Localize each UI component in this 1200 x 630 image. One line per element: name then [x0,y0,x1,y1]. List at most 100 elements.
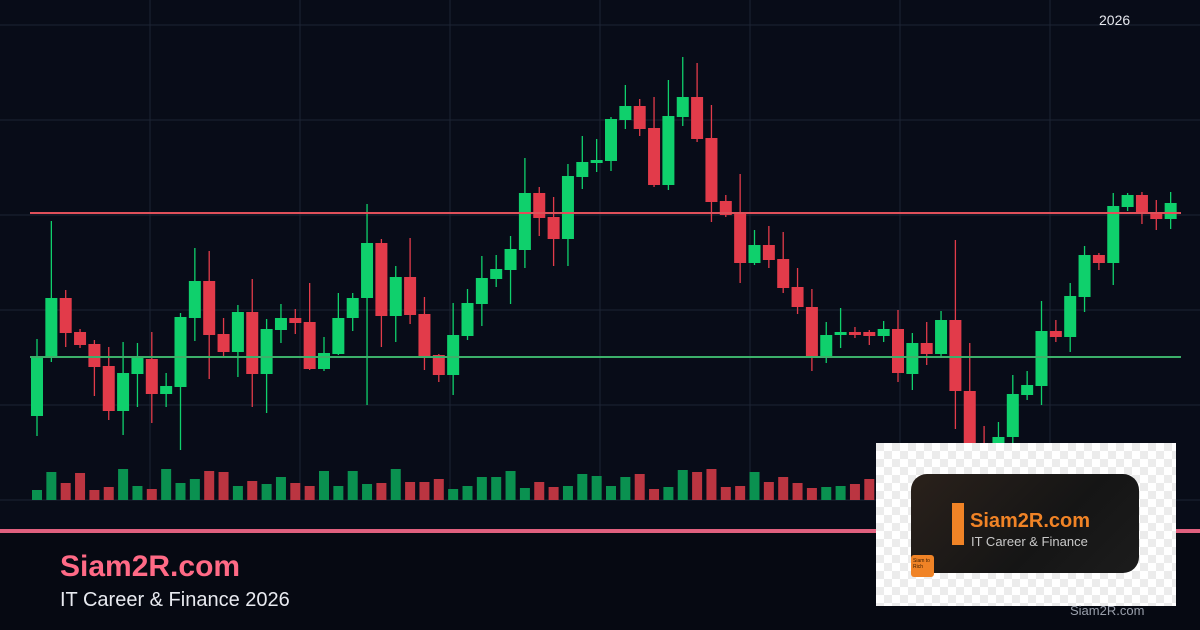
candle [877,321,890,342]
candle [131,343,144,407]
accent-divider [0,529,1200,533]
volume-bar [706,469,717,500]
candle [461,289,474,340]
candle-body [504,249,517,270]
candle-body [1049,331,1062,337]
volume-bar [591,476,602,500]
volume-bar [247,481,258,500]
candle-body [203,281,216,335]
candle-body [231,312,244,352]
candle-body [719,201,732,215]
volume-bar [735,486,746,500]
volume-bar [649,489,660,500]
candle [791,268,804,314]
logo-bar-icon [952,503,964,545]
candle [45,221,58,362]
volume-bar [692,472,703,500]
candle [318,337,330,371]
volume-bar [505,471,516,500]
volume-bar [75,473,86,500]
volume-bar [749,472,760,500]
candle [935,311,948,356]
candle [1092,253,1105,270]
candle [31,339,43,436]
volume-bar [232,486,243,500]
candle [662,80,675,190]
candle [260,319,273,413]
volume-bar [218,472,229,500]
candle [1107,193,1120,285]
candle-body [1150,212,1163,219]
candle-body [791,287,804,307]
volume-bar [419,482,430,500]
candle-body [863,332,876,336]
volume-bar [204,471,215,500]
candle-body [633,106,646,129]
candle-body [217,334,230,352]
candle-body [1078,255,1091,297]
candle-body [1035,331,1048,386]
candle-body [88,344,101,367]
candle-body [475,278,488,304]
candle [102,347,115,420]
candle-body [777,259,790,288]
volume-bar [304,486,315,500]
candle [920,322,933,365]
candle [1150,200,1163,230]
candle-body [389,277,402,316]
volume-bar [376,483,387,500]
volume-bar [132,486,143,500]
candle-body [533,193,546,218]
candle-body [906,343,919,374]
candle-body [131,358,144,374]
candle [691,63,704,142]
volume-bar [405,482,416,500]
candle-body [361,243,374,298]
candle [1049,320,1062,342]
candle [217,318,230,357]
candle-body [805,307,818,356]
volume-bar [491,477,502,500]
candle [246,279,259,407]
candle [605,117,617,171]
volume-bar [333,486,344,500]
volume-bar [562,486,573,500]
candle [805,289,818,371]
candle [533,187,546,236]
candle-body [274,318,287,330]
candle [346,293,359,331]
candle [1021,371,1034,400]
logo-badge: Siam to Rich [911,555,934,577]
candle [848,327,861,338]
candle [490,255,503,287]
volume-bar [620,477,631,500]
year-label: 2026 [1099,12,1131,28]
volume-bar [864,479,875,500]
candle-body [432,355,445,375]
volume-bar [89,490,100,500]
candle [432,354,445,382]
candle [1078,246,1091,312]
volume-bar [634,474,645,500]
candle-body [404,277,417,315]
candle [633,99,646,136]
footer-site: Siam2R.com [1070,603,1145,618]
candle-body [102,366,115,411]
candle-body [518,193,531,250]
candle-body [1121,195,1134,207]
candle-body [935,320,948,354]
candle [203,251,216,379]
logo-card: Siam2R.com IT Career & Finance [911,474,1139,573]
candle-body [346,298,359,318]
candles [31,57,1177,492]
candle [1135,192,1148,224]
candle [447,303,460,395]
volume-bar [103,487,114,500]
volume-bar [46,472,57,500]
candle [561,164,574,266]
volume-bar [806,488,817,500]
volume-bar [60,483,71,500]
candle-body [877,329,890,336]
candle [1006,375,1019,452]
volume-bar [146,489,157,500]
